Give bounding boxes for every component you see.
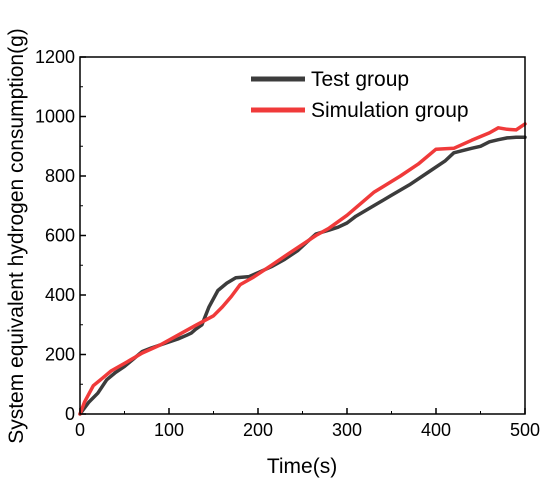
tick-layer: 0 100 200 300 400 500 0 200 400 600 800 1000 1200 — [35, 47, 540, 440]
y-tick-label: 200 — [45, 345, 75, 365]
legend: Test group Simulation group — [251, 68, 469, 122]
x-tick-label: 500 — [510, 420, 540, 440]
y-tick-label: 1200 — [35, 47, 75, 67]
x-tick-label: 400 — [421, 420, 451, 440]
plot-frame — [79, 56, 526, 415]
series-line-simulation-group — [78, 122, 527, 416]
y-axis-title: System equivalent hydrogen consumption(g… — [5, 28, 28, 444]
y-tick-label: 800 — [45, 166, 75, 186]
y-tick-label: 1000 — [35, 107, 75, 127]
x-tick-label: 200 — [243, 420, 273, 440]
legend-label-test-group: Test group — [311, 68, 409, 91]
legend-label-simulation-group: Simulation group — [311, 99, 469, 122]
series-layer — [78, 122, 527, 416]
y-tick-label: 600 — [45, 226, 75, 246]
y-tick-label: 400 — [45, 285, 75, 305]
y-tick-label: 0 — [65, 404, 75, 424]
series-line-test-group — [78, 135, 527, 416]
x-axis-title: Time(s) — [267, 455, 337, 478]
x-tick-label: 300 — [332, 420, 362, 440]
x-tick-label: 0 — [75, 420, 85, 440]
x-tick-label: 100 — [154, 420, 184, 440]
